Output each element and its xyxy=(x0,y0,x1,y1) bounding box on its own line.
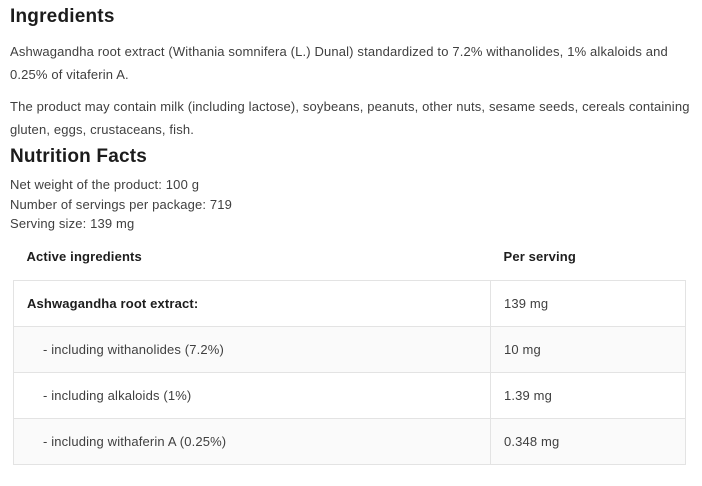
row-label-withaferin-a: - including withaferin A (0.25%) xyxy=(13,417,491,465)
ingredients-paragraph: Ashwagandha root extract (Withania somni… xyxy=(10,44,668,82)
serving-info-block: Net weight of the product: 100 g Number … xyxy=(10,175,693,234)
product-details-page: Ingredients Ashwagandha root extract (Wi… xyxy=(0,6,702,465)
row-label-alkaloids: - including alkaloids (1%) xyxy=(13,371,491,419)
allergen-warning-paragraph: The product may contain milk (including … xyxy=(10,99,690,137)
row-label-withanolides: - including withanolides (7.2%) xyxy=(13,325,491,373)
net-weight-line: Net weight of the product: 100 g xyxy=(10,177,200,192)
table-header-row: Active ingredients Per serving xyxy=(14,243,686,281)
ingredients-heading: Ingredients xyxy=(10,6,115,27)
serving-size-line: Serving size: 139 mg xyxy=(10,216,135,231)
active-ingredients-table: Active ingredients Per serving Ashwagand… xyxy=(13,243,686,465)
column-header-active-ingredients: Active ingredients xyxy=(26,248,142,264)
table-row: - including alkaloids (1%) 1.39 mg xyxy=(13,371,686,419)
table-row: - including withanolides (7.2%) 10 mg xyxy=(13,325,686,373)
table-row: Ashwagandha root extract: 139 mg xyxy=(13,279,686,327)
row-value: 1.39 mg xyxy=(490,371,686,419)
nutrition-facts-heading: Nutrition Facts xyxy=(10,146,148,167)
column-header-per-serving: Per serving xyxy=(503,248,576,264)
servings-per-package-line: Number of servings per package: 719 xyxy=(10,196,233,212)
row-label-ashwagandha-root-extract: Ashwagandha root extract: xyxy=(13,279,491,327)
table-row: - including withaferin A (0.25%) 0.348 m… xyxy=(13,417,686,465)
row-value: 139 mg xyxy=(490,279,686,327)
row-value: 10 mg xyxy=(490,325,686,373)
row-value: 0.348 mg xyxy=(490,417,686,465)
